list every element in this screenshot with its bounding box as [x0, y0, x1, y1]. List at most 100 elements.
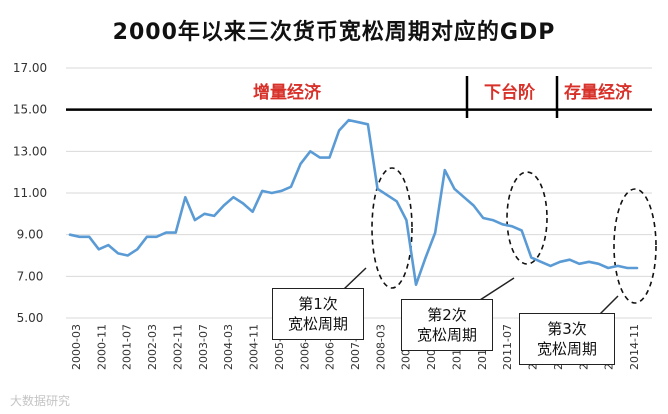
chart-title: 2000年以来三次货币宽松周期对应的GDP [112, 20, 556, 45]
x-tick-label: 2011-07 [501, 324, 514, 370]
gdp-data-point [98, 248, 100, 250]
gdp-data-point [520, 229, 522, 231]
gdp-data-point [444, 169, 446, 171]
gdp-data-point [463, 196, 465, 198]
cycle-2-ellipse [506, 171, 548, 265]
callout-cycle-2: 第2次 宽松周期 [401, 299, 493, 351]
gdp-data-point [626, 267, 628, 269]
phase-label-incremental: 增量经济 [253, 83, 321, 103]
gdp-data-point [69, 233, 71, 235]
gdp-data-point [251, 211, 253, 213]
callout-cycle-1-line1: 第1次 [298, 295, 338, 313]
gdp-data-point [165, 231, 167, 233]
y-tick-label: 13.00 [13, 144, 47, 158]
gdp-data-point [175, 231, 177, 233]
gdp-data-point [424, 256, 426, 258]
y-tick-label: 17.00 [13, 61, 47, 75]
gdp-data-point [588, 261, 590, 263]
gdp-data-point [242, 202, 244, 204]
x-tick-label: 2004-03 [222, 324, 235, 370]
gdp-data-point [280, 190, 282, 192]
x-tick-label: 2003-07 [197, 324, 210, 370]
gdp-data-point [203, 213, 205, 215]
gdp-data-point [636, 267, 638, 269]
gdp-data-point [434, 231, 436, 233]
gdp-data-point [578, 263, 580, 265]
gdp-data-point [194, 219, 196, 221]
gdp-data-point [126, 254, 128, 256]
gdp-data-point [540, 261, 542, 263]
x-tick-label: 2000-03 [70, 324, 83, 370]
gdp-data-point [376, 188, 378, 190]
gdp-data-point [597, 263, 599, 265]
gdp-data-point [501, 223, 503, 225]
gdp-data-point [299, 163, 301, 165]
gdp-data-point [559, 261, 561, 263]
gdp-data-point [232, 196, 234, 198]
callout-cycle-3-line1: 第3次 [547, 320, 587, 338]
gdp-data-point [347, 119, 349, 121]
gdp-data-point [617, 265, 619, 267]
gdp-data-point [328, 156, 330, 158]
gdp-data-point [492, 219, 494, 221]
phase-label-downshift: 下台阶 [484, 83, 535, 103]
gdp-data-point [511, 225, 513, 227]
gdp-data-point [357, 121, 359, 123]
gdp-data-point [569, 258, 571, 260]
gdp-data-point [290, 186, 292, 188]
gdp-data-point [453, 188, 455, 190]
x-tick-label: 2002-03 [146, 324, 159, 370]
gdp-data-point [530, 256, 532, 258]
gdp-data-point [309, 150, 311, 152]
gdp-data-point [271, 192, 273, 194]
gdp-data-point [136, 248, 138, 250]
y-tick-label: 9.00 [17, 228, 44, 242]
x-tick-label: 2004-11 [248, 324, 261, 370]
gdp-data-point [155, 236, 157, 238]
callout-cycle-2-line1: 第2次 [427, 306, 467, 324]
gdp-data-point [415, 283, 417, 285]
gdp-data-point [472, 204, 474, 206]
callout-cycle-1: 第1次 宽松周期 [272, 288, 364, 340]
callout-cycle-1-line2: 宽松周期 [287, 315, 348, 333]
callout-1-pointer [343, 267, 367, 290]
gdp-data-point [117, 252, 119, 254]
y-tick-label: 11.00 [13, 186, 47, 200]
x-tick-label: 2014-11 [628, 324, 641, 370]
x-tick-label: 2008-03 [374, 324, 387, 370]
gdp-series-line [68, 118, 639, 287]
callout-cycle-3: 第3次 宽松周期 [519, 313, 615, 365]
callout-cycle-2-line2: 宽松周期 [416, 326, 477, 344]
gdp-data-point [338, 129, 340, 131]
y-tick-label: 5.00 [17, 311, 44, 325]
gdp-data-point [184, 196, 186, 198]
gdp-data-point [78, 236, 80, 238]
y-tick-label: 15.00 [13, 103, 47, 117]
cycle-3-ellipse [613, 188, 657, 304]
x-tick-label: 2002-11 [171, 324, 184, 370]
callout-2-pointer [479, 277, 515, 301]
gdp-data-point [607, 267, 609, 269]
gdp-data-point [386, 194, 388, 196]
gdp-data-point [367, 123, 369, 125]
cycle-1-ellipse [371, 167, 413, 289]
gdp-data-point [107, 244, 109, 246]
callout-3-pointer [599, 295, 619, 315]
callout-cycle-3-line2: 宽松周期 [536, 340, 597, 358]
phase-label-stock: 存量经济 [564, 83, 632, 103]
gdp-data-point [405, 219, 407, 221]
gdp-data-point [88, 236, 90, 238]
gdp-data-point [549, 265, 551, 267]
gdp-data-point [146, 236, 148, 238]
x-tick-label: 2001-07 [121, 324, 134, 370]
gdp-data-point [223, 204, 225, 206]
gdp-data-point [396, 200, 398, 202]
y-tick-label: 7.00 [17, 269, 44, 283]
gdp-data-point [213, 215, 215, 217]
gdp-data-point [261, 190, 263, 192]
gdp-data-point [482, 217, 484, 219]
x-tick-label: 2000-11 [95, 324, 108, 370]
gdp-data-point [319, 156, 321, 158]
watermark-text: 大数据研究 [10, 394, 71, 408]
